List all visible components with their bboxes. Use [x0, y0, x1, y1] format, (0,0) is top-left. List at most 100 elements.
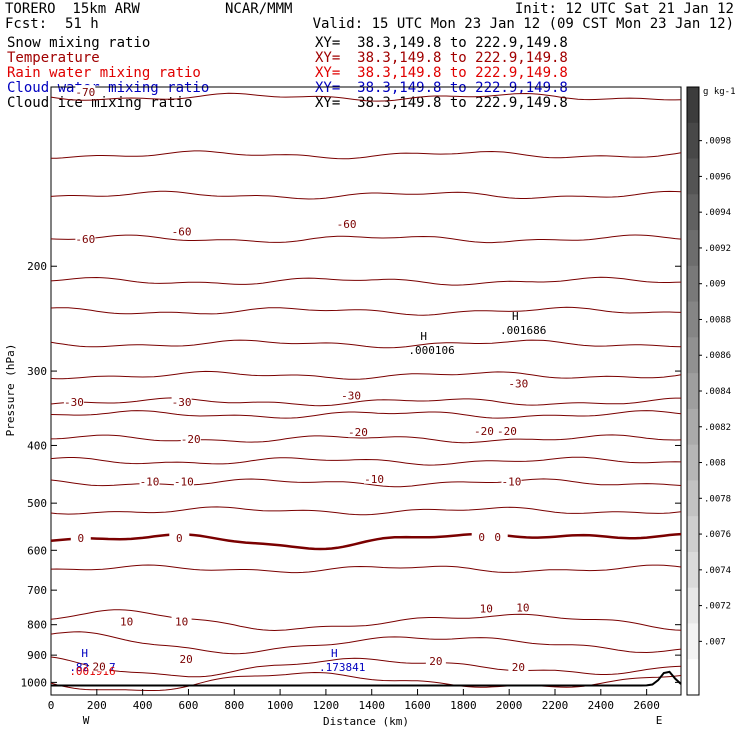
extremum-label: H — [81, 647, 88, 660]
contour-label: -10 — [502, 476, 522, 489]
y-tick-label: 900 — [27, 649, 47, 662]
x-tick-label: 0 — [48, 699, 55, 712]
colorbar-segment — [687, 408, 699, 446]
x-axis-ticks: 0 200 400 600 800 1000 1200 1400 1600 1800 2000 220… — [48, 689, 660, 712]
contour-label-bg — [63, 394, 84, 407]
contour-label: 10 — [516, 601, 529, 614]
contour-label-bg — [512, 600, 533, 613]
contour-label-bg — [508, 376, 529, 389]
y-tick-label: 200 — [27, 260, 47, 273]
isotherm-line — [50, 410, 682, 419]
contour-label: 0 — [77, 532, 84, 545]
colorbar-tick-label: .008 — [704, 459, 726, 469]
contour-label-bg — [476, 601, 497, 614]
contour-label-bg — [501, 474, 522, 487]
y-tick-label: 300 — [27, 365, 47, 378]
contour-label: -20 — [181, 433, 201, 446]
colorbar-segment — [687, 337, 699, 374]
colorbar-tick-label: .0098 — [704, 137, 731, 147]
colorbar-segment — [687, 87, 699, 124]
contour-label: 0 — [494, 531, 501, 544]
colorbar-tick-label: .0072 — [704, 602, 731, 612]
contour-label: -60 — [337, 218, 357, 231]
y-tick-label: 400 — [27, 439, 47, 452]
valid-time: Valid: 15 UTC Mon 23 Jan 12 (09 CST Mon … — [312, 16, 734, 32]
contour-label-bg — [487, 530, 508, 543]
contour-label-bg — [89, 659, 110, 672]
fcst-label: Fcst: — [5, 16, 48, 32]
x-tick-label: 2200 — [542, 699, 569, 712]
contour-label: 20 — [180, 653, 193, 666]
isotherm-line — [50, 456, 682, 466]
field-name-temperature: Temperature — [7, 50, 100, 66]
y-tick-label: 500 — [27, 497, 47, 510]
contour-label-bg — [180, 431, 201, 444]
colorbar-segment — [687, 301, 699, 338]
contour-label: -30 — [64, 396, 84, 409]
field-name-cloud-water: Cloud water mixing ratio — [7, 80, 210, 96]
colorbar-tick-label: .0094 — [704, 208, 731, 218]
colorbar-tick-label: .0088 — [704, 315, 731, 325]
contour-label: -20 — [474, 425, 494, 438]
colorbar-segment — [687, 265, 699, 303]
colorbar-segment — [687, 158, 699, 195]
contour-label: -60 — [75, 233, 95, 246]
contour-label: -10 — [140, 476, 160, 489]
extremum-value: .000106 — [408, 344, 454, 357]
contour-label: -20 — [497, 425, 517, 438]
extremum-value: .173841 — [319, 661, 365, 674]
isotherm-line — [50, 532, 682, 551]
colorbar-segment — [687, 587, 699, 624]
colorbar: .0098 .0096 .0094 .0092 .009 .0088 .0086 .0084.… — [686, 86, 731, 696]
x-tick-label: 200 — [87, 699, 107, 712]
colorbar-segment — [687, 480, 699, 517]
isotherm-line — [50, 656, 682, 678]
x-tick-label: 1800 — [450, 699, 477, 712]
contour-label: 10 — [175, 615, 188, 628]
y-tick-label: 1000 — [21, 676, 48, 689]
contour-label-bg — [473, 423, 494, 436]
extremum-label: H — [512, 310, 519, 323]
isotherm-line — [50, 339, 682, 349]
x-tick-label: 1400 — [358, 699, 385, 712]
contour-label-bg — [471, 530, 492, 543]
field-name-cloud-ice: Cloud ice mixing ratio — [7, 95, 193, 111]
colorbar-segment — [687, 623, 699, 660]
field-xy-temperature: XY= 38.3,149.8 to 222.9,149.8 — [315, 50, 568, 66]
contour-label-bg — [75, 231, 96, 244]
contour-label-bg — [171, 614, 192, 627]
contour-label-bg — [341, 388, 362, 401]
contour-label-bg — [75, 85, 96, 98]
fcst-value: 51 h — [65, 16, 99, 32]
isotherm-line — [50, 434, 682, 444]
x-tick-label: 600 — [179, 699, 199, 712]
x-tick-label: 1200 — [313, 699, 340, 712]
isotherm-line — [50, 671, 682, 691]
y-tick-label: 700 — [27, 584, 47, 597]
colorbar-segment — [687, 373, 699, 410]
contour-label-bg — [173, 474, 194, 487]
contour-label: 10 — [480, 603, 493, 616]
contour-labels: -70-60-60-60-30 -30 -30-30-20-20 -20 -20-10-… — [63, 85, 533, 674]
x-tick-label: 2000 — [496, 699, 523, 712]
y-tick-label: 800 — [27, 619, 47, 632]
x-tick-label: 2600 — [633, 699, 660, 712]
contour-label: -70 — [75, 86, 95, 99]
contour-label: -30 — [341, 390, 361, 403]
isotherm-line — [50, 609, 682, 632]
contour-label-bg — [171, 394, 192, 407]
contour-label: 20 — [512, 661, 525, 674]
contour-label: -30 — [508, 378, 528, 391]
contour-label-bg — [116, 614, 137, 627]
isotherm-line — [50, 370, 682, 380]
west-label: W — [83, 714, 90, 727]
isotherm-line — [50, 276, 682, 286]
field-name-snow: Snow mixing ratio — [7, 35, 151, 51]
y-axis-label: Pressure (hPa) — [4, 344, 17, 437]
colorbar-segment — [687, 122, 699, 160]
colorbar-tick-label: .0096 — [704, 172, 731, 182]
colorbar-segment — [687, 659, 699, 696]
